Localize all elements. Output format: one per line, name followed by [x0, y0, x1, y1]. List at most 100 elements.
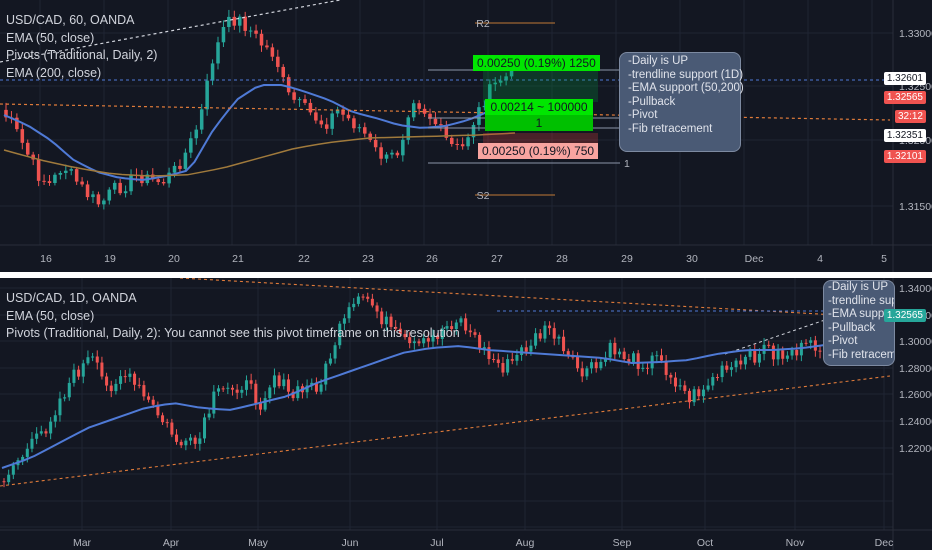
candle-body	[179, 441, 183, 446]
candle-body	[194, 129, 199, 139]
candle-body	[428, 113, 432, 119]
candle-body	[341, 109, 345, 115]
candle-body	[230, 387, 235, 390]
candle-body	[725, 365, 729, 370]
candle-body	[167, 172, 171, 184]
position-ratio-box[interactable]: 1	[485, 115, 593, 131]
position-mid-box[interactable]: 0.00214 ~ 100000	[485, 99, 593, 115]
legend-symbol[interactable]: USD/CAD, 60, OANDA	[6, 13, 135, 27]
hourly-chart-canvas[interactable]: R2S200.50.61811619202122232627282930Dec4…	[0, 0, 932, 272]
candle-body	[272, 375, 276, 388]
legend-ema50[interactable]: EMA (50, close)	[6, 308, 95, 323]
candle-body	[39, 431, 43, 434]
candle-body	[53, 174, 57, 184]
candle-body	[590, 362, 594, 369]
candle-body	[482, 347, 486, 350]
candle-body	[417, 341, 421, 344]
pane-separator[interactable]	[0, 272, 932, 278]
time-tick-label: 30	[686, 253, 698, 265]
candle-body	[270, 47, 275, 57]
candle-body	[734, 360, 738, 368]
candle-body	[422, 108, 427, 114]
candle-body	[42, 180, 46, 182]
candle-body	[210, 63, 215, 81]
candle-body	[248, 30, 253, 32]
legend-ema50[interactable]: EMA (50, close)	[6, 30, 95, 45]
candle-body	[81, 363, 85, 377]
analysis-callout[interactable]: -Daily is UP -trendline sup -EMA support…	[823, 280, 895, 366]
daily-chart-pane[interactable]: Mar Apr May Jun Jul Aug Sep Oct Nov Dec 1.34000 1.3…	[0, 278, 932, 550]
legend-symbol[interactable]: USD/CAD, 1D, OANDA	[6, 291, 137, 305]
candle-body	[346, 114, 351, 119]
callout-line: -Fib retraceme	[828, 348, 894, 361]
legend-ema200[interactable]: EMA (200, close)	[6, 65, 102, 80]
candle-body	[142, 385, 146, 397]
price-tag: 1.32101	[883, 150, 926, 163]
candle-body	[95, 356, 99, 363]
candle-body	[471, 124, 476, 138]
callout-line: -trendline support (1D)	[628, 68, 744, 81]
candle-body	[440, 328, 444, 339]
candle-body	[156, 179, 160, 183]
candle-body	[244, 380, 248, 390]
candle-body	[183, 152, 188, 169]
candle-body	[297, 99, 302, 101]
candle-body	[86, 357, 90, 364]
legend-pivots[interactable]: Pivots (Traditional, Daily, 2)	[6, 48, 158, 62]
candle-body	[199, 109, 204, 130]
candle-body	[58, 172, 63, 175]
candle-body	[64, 170, 68, 173]
candle-body	[406, 117, 411, 140]
candle-body	[375, 305, 379, 312]
daily-chart-canvas[interactable]: Mar Apr May Jun Jul Aug Sep Oct Nov Dec 1.34000 1.3…	[0, 278, 932, 550]
candle-body	[627, 359, 631, 363]
candle-body	[678, 385, 682, 387]
time-tick-label: Oct	[697, 537, 713, 549]
time-tick-label: Dec	[875, 537, 894, 549]
candle-body	[291, 391, 295, 399]
candle-body	[548, 325, 552, 329]
candle-body	[286, 77, 291, 93]
candle-body	[128, 373, 132, 377]
candle-body	[123, 376, 127, 378]
daily-legend: USD/CAD, 1D, OANDA EMA (50, close) Pivot…	[6, 290, 460, 343]
candle-body	[795, 349, 799, 356]
candle-body	[161, 415, 165, 423]
candle-body	[184, 440, 188, 446]
candle-body	[482, 105, 487, 108]
candle-body	[641, 367, 645, 369]
candle-body	[799, 342, 803, 356]
candle-body	[384, 154, 389, 159]
hourly-chart-pane[interactable]: R2S200.50.61811619202122232627282930Dec4…	[0, 0, 932, 272]
candle-body	[178, 165, 182, 169]
candle-body	[631, 353, 636, 363]
callout-line: -Daily is UP	[828, 281, 889, 293]
price-tick-label: 1.26000	[899, 389, 932, 401]
candle-body	[655, 355, 659, 357]
time-tick-label: 29	[621, 253, 633, 265]
candle-body	[352, 303, 356, 308]
candle-body	[478, 334, 482, 350]
target-box[interactable]: 0.00250 (0.19%) 1250	[473, 55, 600, 71]
candle-body	[69, 169, 74, 171]
candle-body	[697, 389, 701, 397]
candle-body	[412, 341, 416, 344]
candle-body	[436, 335, 440, 339]
candle-body	[818, 350, 822, 352]
candle-body	[356, 296, 360, 304]
candle-body	[303, 99, 307, 103]
candle-body	[240, 389, 244, 393]
candle-body	[509, 69, 514, 77]
candle-body	[305, 385, 309, 393]
candle-body	[543, 325, 547, 339]
candle-body	[692, 389, 696, 403]
stop-box[interactable]: 0.00250 (0.19%) 750	[478, 143, 599, 159]
analysis-callout[interactable]: -Daily is UP -trendline support (1D) -EM…	[619, 52, 744, 152]
candle-body	[198, 438, 202, 444]
candle-body	[384, 316, 388, 325]
candle-body	[324, 363, 328, 385]
candle-body	[622, 351, 626, 360]
legend-pivots[interactable]: Pivots (Traditional, Daily, 2): You cann…	[6, 326, 460, 340]
candle-body	[464, 318, 468, 331]
candle-body	[520, 347, 524, 355]
